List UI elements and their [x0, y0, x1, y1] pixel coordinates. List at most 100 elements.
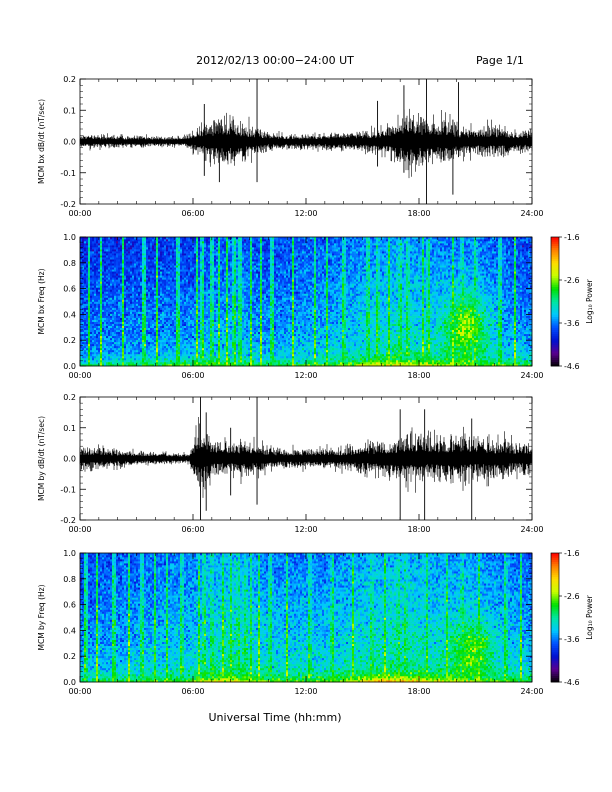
colorbar-segment	[551, 666, 559, 670]
y-axis-label: MCM bx dB/dt (nT/sec)	[37, 99, 46, 184]
colorbar-segment	[551, 587, 559, 590]
colorbar-segment	[551, 662, 559, 666]
colorbar-segment	[551, 634, 559, 638]
colorbar-tick-label: -4.6	[564, 678, 580, 687]
colorbar-segment	[551, 243, 559, 246]
colorbar-segment	[551, 619, 559, 623]
colorbar-segment	[551, 570, 559, 573]
colorbar-segment	[551, 247, 559, 251]
colorbar-segment	[551, 262, 559, 266]
colorbar-segment	[551, 237, 559, 240]
colorbar-segment	[551, 325, 559, 328]
colorbar-tick-label: -1.6	[564, 549, 580, 558]
y-tick-label: -0.2	[60, 516, 76, 525]
colorbar-segment	[551, 333, 559, 337]
colorbar-segment	[551, 677, 559, 681]
colorbar-segment	[551, 630, 559, 633]
y-tick-label: 0.4	[63, 310, 76, 319]
colorbar-segment	[551, 679, 559, 683]
colorbar-segment	[551, 574, 559, 578]
x-tick-label: 18:00	[407, 371, 430, 380]
colorbar-segment	[551, 297, 559, 300]
colorbar-segment	[551, 318, 559, 322]
colorbar-segment	[551, 327, 559, 330]
colorbar-label: Log₁₀ Power	[585, 278, 594, 323]
x-tick-label: 18:00	[407, 525, 430, 534]
colorbar-segment	[551, 615, 559, 618]
colorbar-segment	[551, 269, 559, 272]
colorbar-segment	[551, 363, 559, 367]
x-tick-label: 24:00	[520, 687, 543, 696]
colorbar-segment	[551, 656, 559, 659]
x-tick-label: 06:00	[181, 525, 204, 534]
colorbar-segment	[551, 626, 559, 629]
colorbar-segment	[551, 361, 559, 365]
colorbar-label: Log₁₀ Power	[585, 594, 594, 639]
waveform-trace	[79, 108, 533, 179]
colorbar-segment	[551, 316, 559, 320]
colorbar-segment	[551, 307, 559, 311]
colorbar-segment	[551, 320, 559, 324]
colorbar-segment	[551, 290, 559, 294]
colorbar-segment	[551, 254, 559, 257]
colorbar-segment	[551, 252, 559, 255]
colorbar-segment	[551, 256, 559, 259]
colorbar-segment	[551, 572, 559, 575]
y-tick-label: 0.8	[63, 259, 76, 268]
colorbar-segment	[551, 606, 559, 610]
panel-bx-spectrogram: -1.6 -2.6 -3.6 -4.6 Log₁₀ Power 00:00 06:00 12:…	[37, 233, 594, 380]
colorbar-segment	[551, 664, 559, 668]
colorbar-segment	[551, 241, 559, 244]
colorbar-segment	[551, 239, 559, 242]
x-tick-label: 24:00	[520, 525, 543, 534]
colorbar-segment	[551, 355, 559, 358]
colorbar-segment	[551, 280, 559, 283]
colorbar-segment	[551, 649, 559, 653]
colorbar-segment	[551, 623, 559, 627]
x-tick-label: 24:00	[520, 209, 543, 218]
colorbar-segment	[551, 314, 559, 317]
spectrogram-cells	[80, 553, 533, 683]
colorbar-segment	[551, 565, 559, 569]
x-tick-label: 00:00	[68, 687, 91, 696]
colorbar-segment	[551, 295, 559, 298]
y-tick-label: 0.0	[63, 455, 76, 464]
colorbar-segment	[551, 331, 559, 335]
x-tick-label: 18:00	[407, 209, 430, 218]
x-tick-label: 06:00	[181, 209, 204, 218]
colorbar-segment	[551, 673, 559, 676]
colorbar-segment	[551, 593, 559, 597]
colorbar-segment	[551, 310, 559, 313]
y-tick-label: 0.6	[63, 601, 76, 610]
colorbar-segment	[551, 305, 559, 309]
colorbar-segment	[551, 643, 559, 646]
colorbar-segment	[551, 260, 559, 264]
x-tick-label: 24:00	[520, 371, 543, 380]
waveform-trace	[79, 417, 533, 498]
colorbar-segment	[551, 353, 559, 356]
colorbar-segment	[551, 651, 559, 655]
x-tick-label: 06:00	[181, 687, 204, 696]
x-tick-label: 00:00	[68, 209, 91, 218]
colorbar-segment	[551, 636, 559, 640]
x-tick-label: 00:00	[68, 525, 91, 534]
y-tick-label: 0.0	[63, 678, 76, 687]
colorbar-tick-label: -2.6	[564, 592, 580, 601]
colorbar-segment	[551, 273, 559, 277]
y-tick-label: 0.1	[63, 106, 76, 115]
y-tick-label: 0.4	[63, 626, 76, 635]
y-tick-label: -0.2	[60, 200, 76, 209]
colorbar-segment	[551, 348, 559, 352]
x-tick-label: 12:00	[294, 525, 317, 534]
x-tick-label: 12:00	[294, 371, 317, 380]
colorbar-segment	[551, 568, 559, 571]
colorbar-segment	[551, 342, 559, 345]
colorbar-segment	[551, 299, 559, 302]
spectrogram-cells	[80, 237, 533, 367]
colorbar-segment	[551, 346, 559, 350]
colorbar-segment	[551, 596, 559, 599]
colorbar-segment	[551, 271, 559, 274]
y-tick-label: 0.1	[63, 424, 76, 433]
colorbar: -1.6 -2.6 -3.6 -4.6 Log₁₀ Power	[550, 549, 594, 687]
colorbar-segment	[551, 604, 559, 608]
